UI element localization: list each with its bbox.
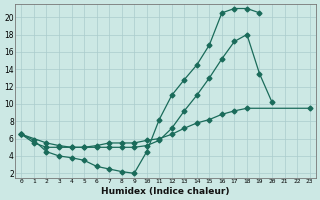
X-axis label: Humidex (Indice chaleur): Humidex (Indice chaleur) [101, 187, 230, 196]
